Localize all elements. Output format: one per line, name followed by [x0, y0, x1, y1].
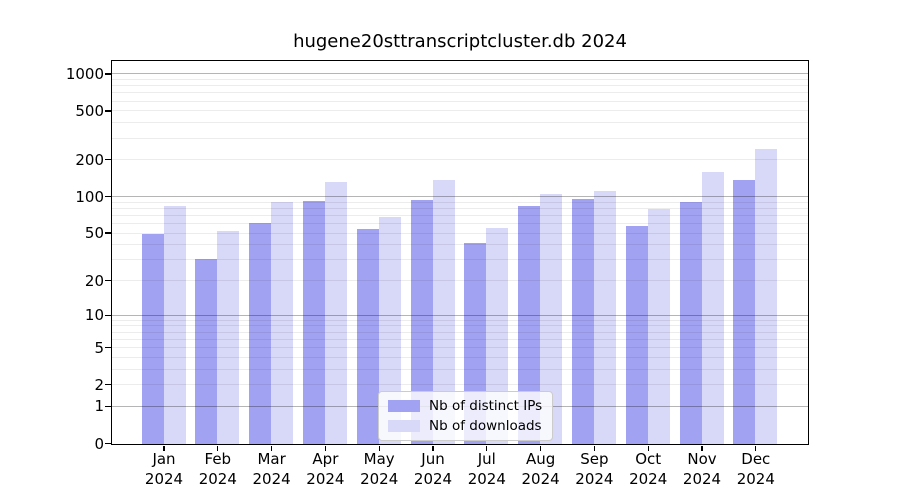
y-tick-label: 0 — [94, 434, 104, 453]
legend-label-downloads: Nb of downloads — [429, 418, 542, 434]
y-tick — [105, 279, 112, 282]
bar-distinct-ips-dec — [733, 179, 756, 444]
x-tick-label-oct: Oct 2024 — [629, 450, 668, 488]
x-tick-label-mar: Mar 2024 — [252, 450, 291, 488]
bar-downloads-oct — [647, 208, 670, 444]
bar-downloads-aug — [540, 194, 563, 444]
x-tick — [324, 445, 327, 451]
y-tick — [105, 195, 112, 198]
gridline-major — [112, 73, 808, 75]
y-tick-label: 100 — [75, 187, 104, 206]
x-tick-label-dec: Dec 2024 — [736, 450, 775, 488]
bar-distinct-ips-oct — [625, 225, 648, 444]
gridline-minor — [112, 122, 808, 124]
x-tick — [539, 445, 542, 451]
gridline-minor — [112, 85, 808, 87]
y-tick-label: 50 — [84, 224, 104, 243]
bar-downloads-jan — [163, 205, 186, 444]
y-tick-label: 5 — [94, 338, 104, 357]
x-tick — [378, 445, 380, 451]
bar-distinct-ips-jan — [141, 233, 164, 444]
legend-item-distinct-ips: Nb of distinct IPs — [388, 398, 542, 414]
y-tick — [105, 314, 112, 316]
y-tick-label: 1000 — [65, 64, 104, 83]
x-tick — [486, 445, 488, 451]
y-tick-label: 200 — [75, 150, 104, 169]
x-tick-label-may: May 2024 — [360, 450, 399, 488]
y-tick-label: 2 — [94, 375, 104, 394]
y-tick — [105, 405, 112, 408]
bar-distinct-ips-sep — [571, 199, 594, 444]
gridline-minor — [112, 78, 808, 80]
y-tick — [105, 110, 112, 112]
x-tick — [701, 445, 703, 451]
y-tick-label: 500 — [75, 101, 104, 120]
legend-swatch-distinct-ips — [388, 400, 420, 412]
bar-downloads-jul — [486, 227, 509, 444]
y-tick-label: 20 — [84, 271, 104, 290]
x-tick-label-sep: Sep 2024 — [575, 450, 614, 488]
y-tick — [105, 232, 112, 234]
y-tick — [105, 346, 112, 349]
gridline-minor — [112, 92, 808, 94]
plot-area — [111, 60, 809, 445]
x-tick — [432, 445, 434, 451]
gridline-minor — [112, 159, 808, 161]
bar-downloads-mar — [271, 202, 294, 444]
x-tick — [217, 445, 219, 451]
bar-downloads-dec — [755, 149, 778, 444]
x-tick — [270, 445, 273, 451]
x-tick — [593, 445, 596, 451]
bar-distinct-ips-may — [356, 228, 379, 444]
bar-distinct-ips-feb — [195, 258, 218, 444]
legend: Nb of distinct IPs Nb of downloads — [378, 391, 554, 441]
bar-distinct-ips-jun — [410, 200, 433, 444]
x-tick-label-jan: Jan 2024 — [144, 450, 184, 488]
y-tick — [105, 384, 112, 386]
x-tick — [163, 445, 165, 451]
bar-distinct-ips-mar — [249, 223, 272, 444]
bar-downloads-apr — [324, 182, 347, 444]
gridline-minor — [112, 137, 808, 139]
x-tick — [755, 445, 757, 451]
x-tick-label-nov: Nov 2024 — [682, 450, 722, 488]
x-tick-label-apr: Apr 2024 — [306, 450, 345, 488]
bar-downloads-feb — [217, 230, 240, 444]
bar-distinct-ips-nov — [679, 202, 702, 444]
bar-downloads-nov — [701, 172, 724, 444]
x-tick-label-jul: Jul 2024 — [467, 450, 506, 488]
bar-downloads-sep — [593, 190, 616, 444]
y-tick — [105, 73, 112, 75]
x-tick-label-aug: Aug 2024 — [521, 450, 560, 488]
y-tick-label: 1 — [94, 397, 104, 416]
legend-label-distinct-ips: Nb of distinct IPs — [429, 398, 543, 414]
legend-swatch-downloads — [388, 420, 420, 432]
bar-downloads-jun — [432, 179, 455, 444]
y-tick — [105, 442, 112, 445]
y-tick — [105, 159, 112, 161]
bar-distinct-ips-aug — [518, 206, 541, 444]
chart-title: hugene20sttranscriptcluster.db 2024 — [293, 31, 627, 52]
x-tick-label-feb: Feb 2024 — [198, 450, 237, 488]
bar-distinct-ips-apr — [302, 200, 325, 444]
gridline-minor — [112, 110, 808, 112]
x-tick — [647, 445, 649, 451]
gridline-minor — [112, 100, 808, 102]
bar-downloads-may — [378, 216, 401, 444]
x-tick-label-jun: Jun 2024 — [413, 450, 453, 488]
y-tick-label: 10 — [84, 306, 104, 325]
legend-item-downloads: Nb of downloads — [388, 418, 542, 434]
